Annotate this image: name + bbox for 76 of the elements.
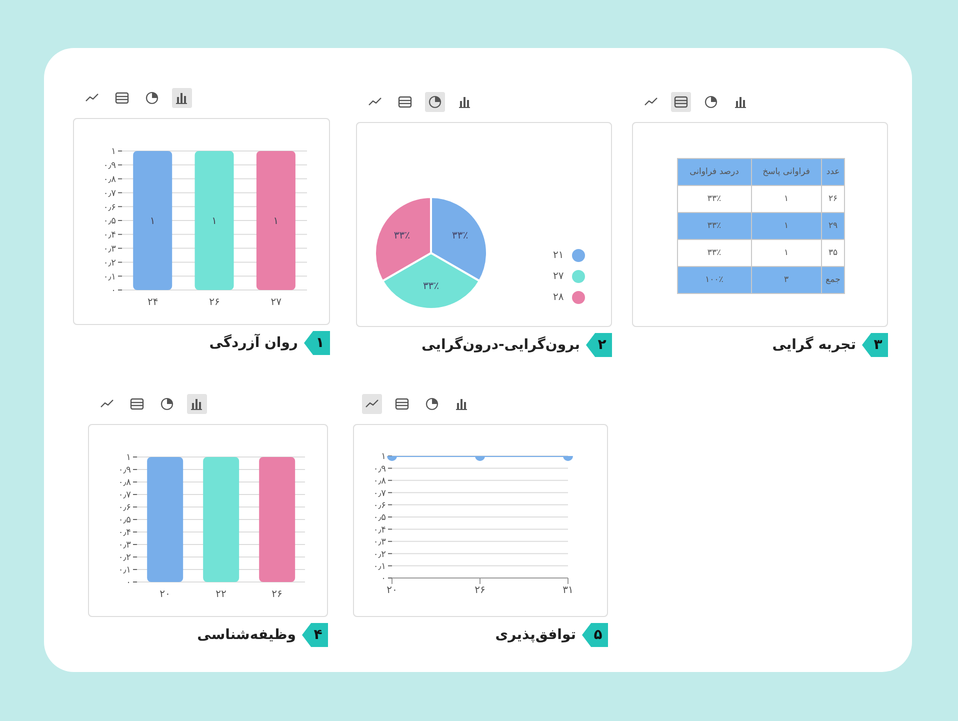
y-tick-label: ۰٫۶: [373, 500, 386, 511]
y-tick-label: ۱: [111, 147, 116, 158]
text: روان آزردگی: [209, 335, 298, 351]
y-tick-label: ۰٫۴: [373, 525, 386, 536]
x-tick-label: ۲۰: [160, 589, 170, 600]
x-tick-label: ۲۶: [209, 297, 220, 308]
text: ۱: [784, 221, 789, 231]
y-tick-label: ۰٫۶: [118, 503, 132, 514]
y-tick-label: ۰٫۵: [103, 216, 116, 227]
y-tick-label: ۱: [381, 452, 386, 462]
y-tick-label: ۰٫۳: [118, 540, 132, 551]
text: توافق‌پذیری: [495, 627, 576, 643]
text: ۲: [586, 333, 612, 357]
text: ۵: [582, 623, 608, 647]
y-tick-label: ۰٫۳: [373, 538, 386, 548]
y-tick-label: ۰٫۸: [103, 174, 116, 185]
category-label: ۲۶: [828, 194, 838, 204]
legend-label: ۲۷: [553, 271, 564, 282]
text: ۴: [302, 623, 328, 647]
category-label: ۳۵: [828, 248, 838, 258]
data-label: ۱: [212, 216, 217, 228]
text: ۳۳٪: [707, 221, 722, 231]
x-tick-label: ۲۰: [386, 585, 398, 596]
x-tick-label: ۳۱: [562, 585, 574, 596]
y-tick-label: ۰٫۲: [103, 258, 116, 268]
y-tick-label: ۱: [126, 453, 131, 464]
category-label: فراوانی پاسخ: [751, 158, 822, 186]
category-label: جمع: [826, 275, 840, 285]
y-tick-label: ۰٫۹: [118, 466, 132, 476]
x-tick-label: ۲۲: [216, 589, 226, 600]
y-tick-label: ۰٫۷: [103, 188, 116, 199]
data-label: ۱: [273, 216, 279, 228]
y-tick-label: ۰٫۷: [373, 488, 386, 499]
y-tick-label: ۰٫۲: [373, 550, 386, 560]
data-label: ۳۳٪: [422, 281, 440, 292]
y-tick-label: ۰٫۱: [118, 566, 131, 576]
legend-label: ۲۸: [553, 292, 564, 303]
y-tick-label: ۰: [126, 578, 131, 588]
y-tick-label: ۰٫۱: [103, 272, 116, 282]
text: تجربه گرایی: [772, 337, 856, 353]
data-label: ۳۳٪: [452, 230, 468, 242]
text: ۱: [784, 194, 789, 204]
x-tick-label: ۲۶: [272, 589, 282, 600]
x-tick-label: ۲۴: [147, 297, 158, 308]
y-tick-label: ۰٫۹: [373, 464, 386, 474]
y-tick-label: ۰: [111, 286, 116, 296]
text: وظیفه‌شناسی: [197, 627, 296, 643]
y-tick-label: ۰٫۱: [373, 562, 386, 572]
y-tick-label: ۰٫۴: [118, 528, 132, 538]
text: ۳۳٪: [707, 194, 722, 204]
y-tick-label: ۰٫۷: [118, 490, 132, 501]
y-tick-label: ۰٫۹: [103, 161, 116, 172]
category-label: درصد فراوانی: [678, 158, 751, 186]
x-tick-label: ۲۷: [270, 297, 282, 308]
y-tick-label: ۰: [381, 574, 386, 584]
text: ۳۳٪: [707, 248, 722, 258]
text: ۱: [304, 331, 330, 355]
data-label: ۳۳٪: [394, 230, 410, 242]
y-tick-label: ۰٫۶: [103, 202, 116, 213]
y-tick-label: ۰٫۵: [118, 516, 132, 526]
y-tick-label: ۰٫۲: [118, 553, 132, 564]
text: ۱۰۰٪: [705, 275, 724, 285]
category-label: ۲۹: [828, 221, 838, 231]
legend-label: ۲۱: [553, 250, 564, 261]
text: عدد: [822, 158, 844, 186]
y-tick-label: ۰٫۵: [373, 513, 386, 524]
text: ۱: [784, 248, 789, 258]
data-label: ۱: [150, 216, 156, 228]
y-tick-label: ۰٫۸: [373, 476, 386, 487]
y-tick-label: ۰٫۴: [103, 230, 116, 241]
x-tick-label: ۲۶: [474, 585, 486, 596]
y-tick-label: ۰٫۳: [103, 244, 116, 254]
text: ۳: [751, 266, 822, 294]
y-tick-label: ۰٫۸: [118, 478, 132, 488]
text: برون‌گرایی-درون‌گرایی: [422, 337, 580, 353]
text: ۳: [874, 337, 882, 353]
